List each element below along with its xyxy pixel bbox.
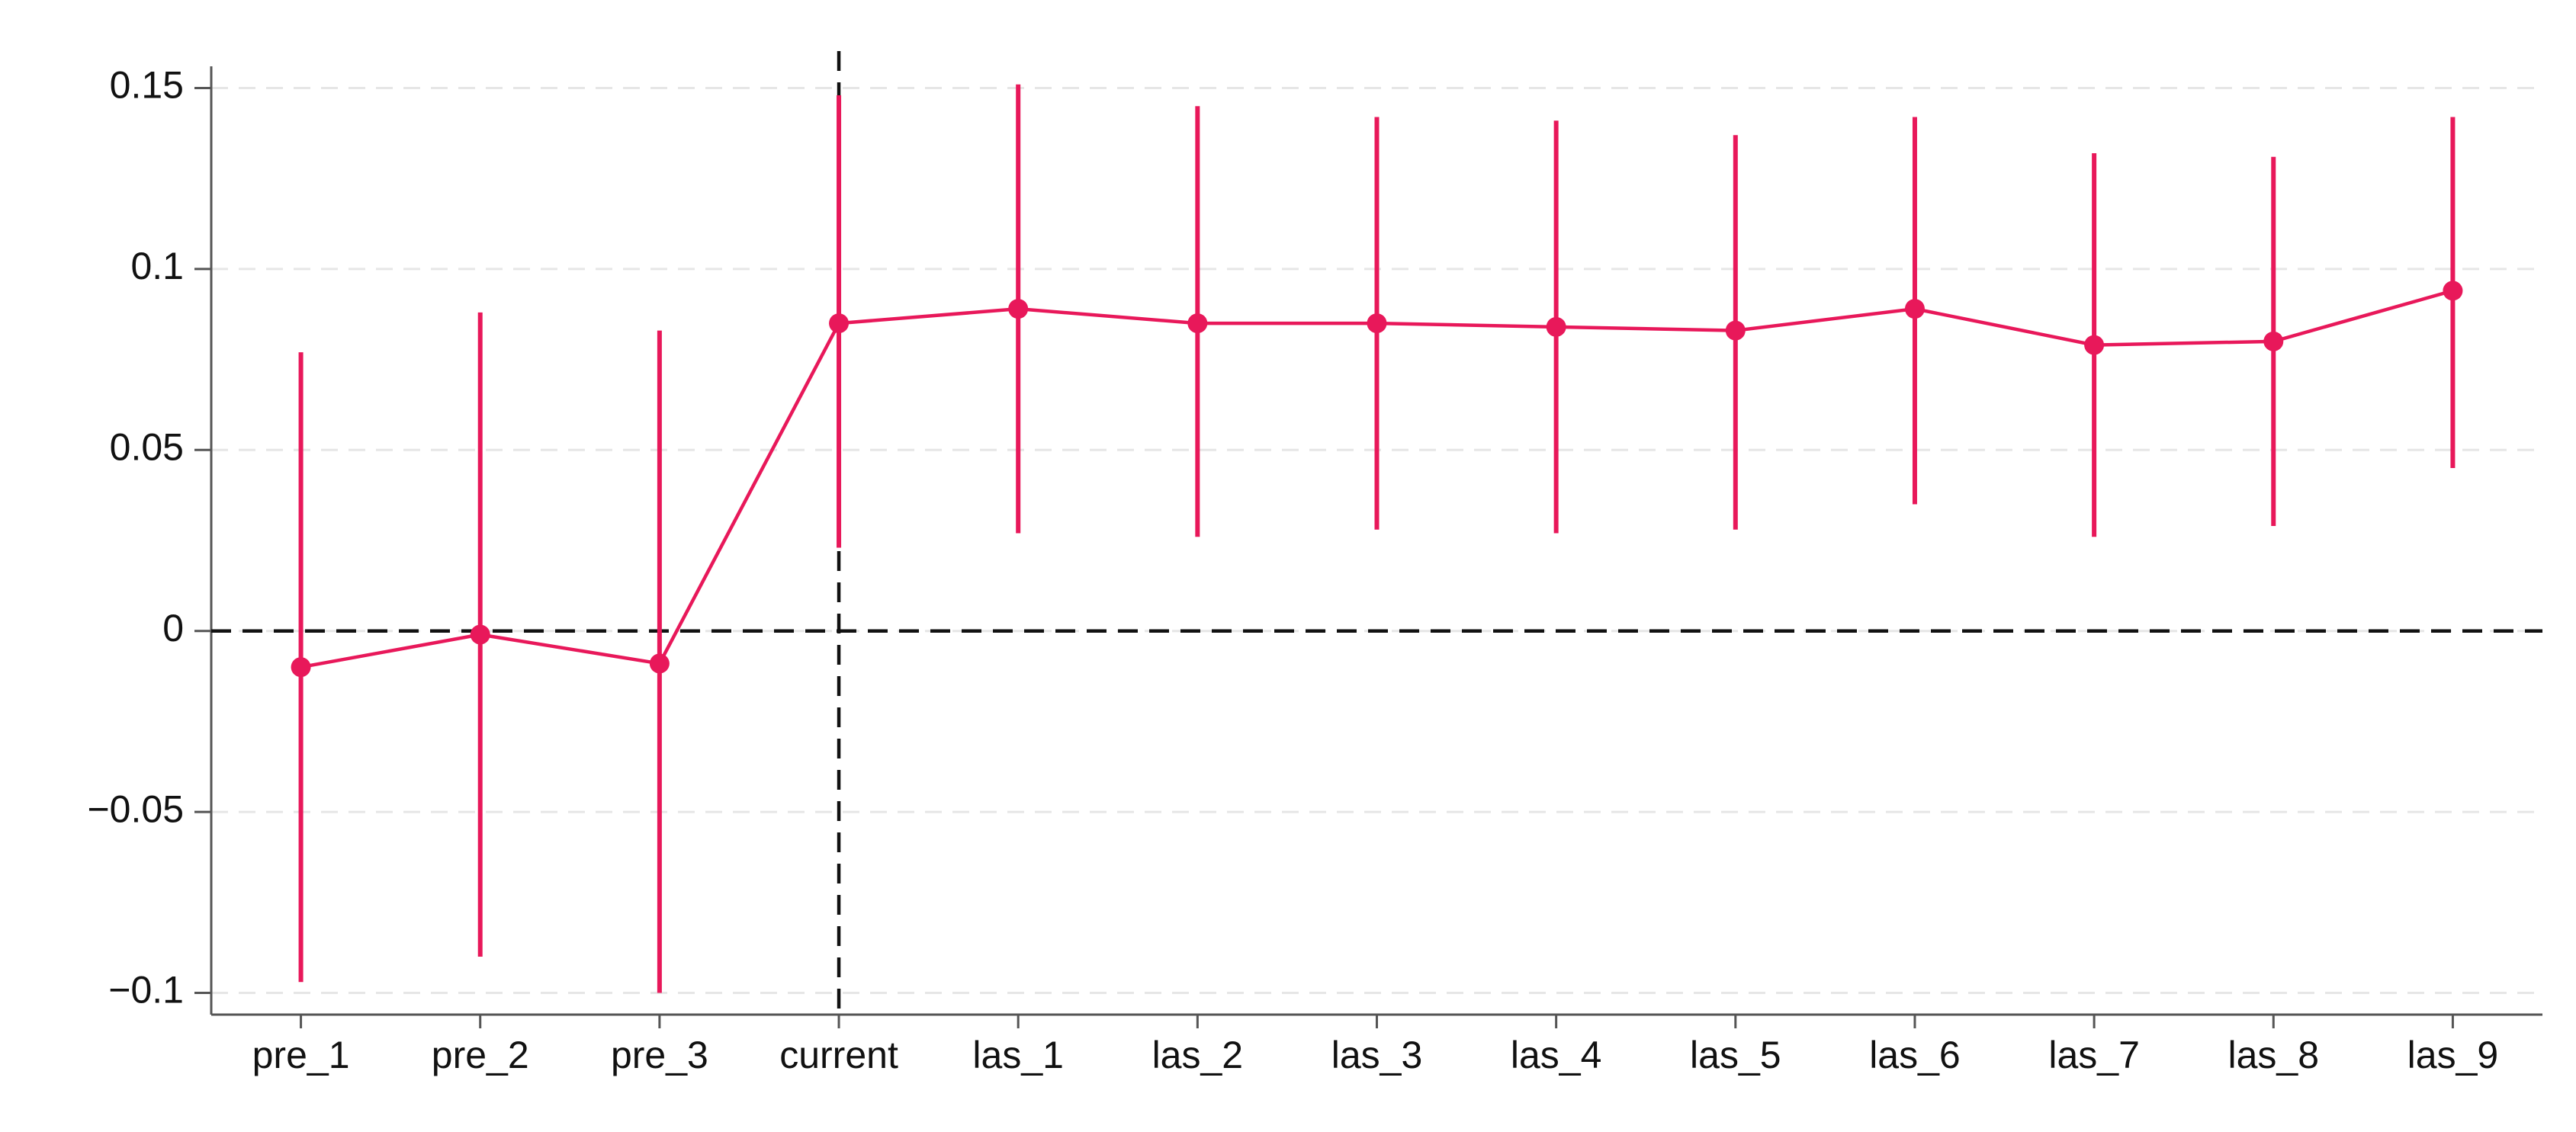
estimate-point [2263,331,2284,351]
x-tick-label: las_8 [2228,1034,2320,1076]
y-tick-label: 0.15 [110,64,184,107]
x-tick-label: las_9 [2407,1034,2499,1076]
x-tick-label: current [779,1034,898,1076]
estimate-point [829,313,850,334]
estimate-point [291,657,311,678]
x-tick-label: pre_3 [611,1034,708,1076]
x-tick-label: las_4 [1511,1034,1602,1076]
estimate-point [1904,299,1925,319]
x-tick-label: las_7 [2048,1034,2140,1076]
estimate-point [1367,313,1387,334]
y-tick-label: 0 [162,607,184,649]
y-tick-label: 0.1 [130,245,184,287]
estimate-point [2443,281,2463,301]
estimate-point [1187,313,1208,334]
x-tick-label: las_1 [972,1034,1064,1076]
estimate-point [2084,335,2105,355]
x-tick-label: pre_1 [252,1034,350,1076]
y-tick-label: 0.05 [110,426,184,469]
estimate-point [1008,299,1029,319]
x-tick-label: pre_2 [432,1034,529,1076]
y-tick-label: −0.1 [108,969,184,1012]
estimate-point [1546,316,1566,337]
x-tick-label: las_3 [1331,1034,1423,1076]
estimate-point [649,653,670,674]
x-tick-label: las_5 [1690,1034,1781,1076]
estimate-point [470,624,490,645]
estimate-point [1725,320,1746,341]
x-tick-label: las_2 [1152,1034,1244,1076]
x-tick-label: las_6 [1869,1034,1961,1076]
y-tick-label: −0.05 [87,787,184,830]
